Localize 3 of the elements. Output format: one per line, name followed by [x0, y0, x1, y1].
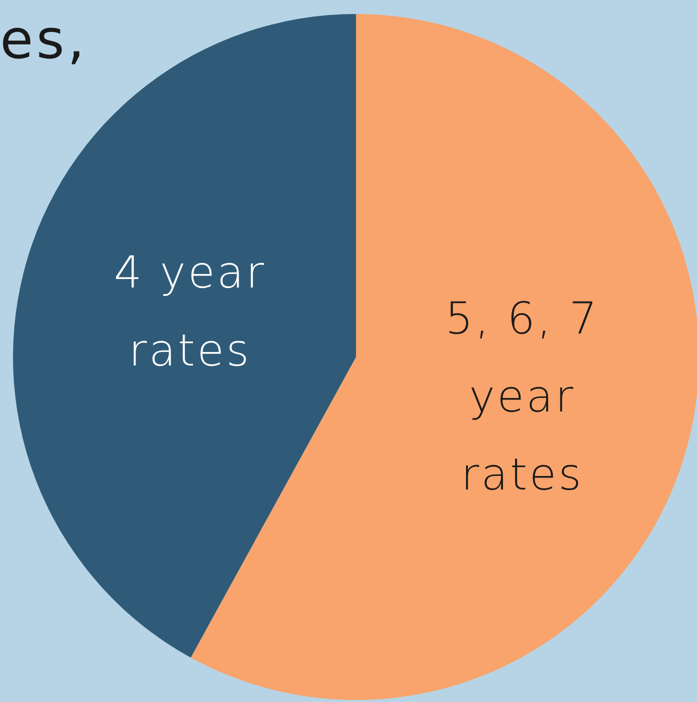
- chart-title: es,: [0, 8, 88, 71]
- slice-label: 5, 6, 7 year rates: [445, 294, 600, 501]
- slice-label: 4 year rates: [114, 247, 266, 376]
